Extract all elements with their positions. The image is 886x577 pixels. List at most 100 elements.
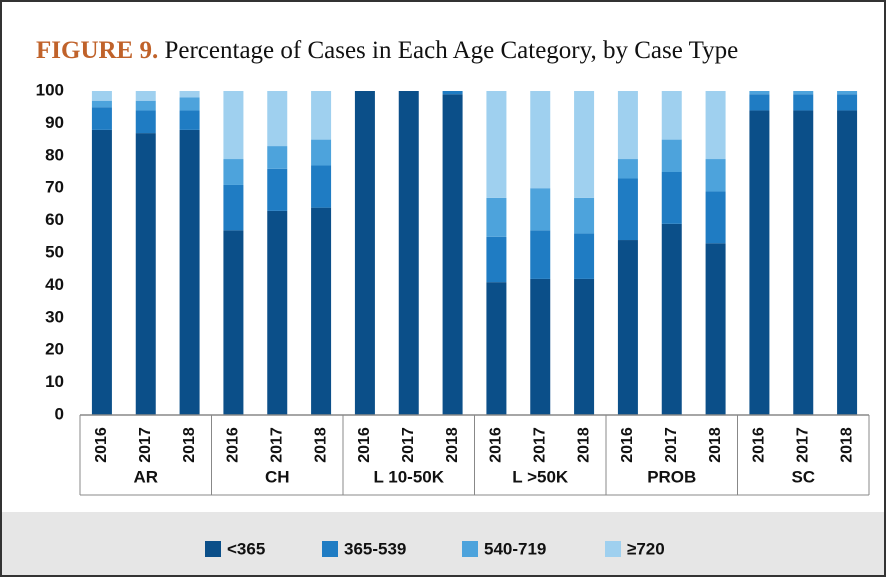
- bar-segment: [135, 100, 156, 111]
- legend-label: ≥720: [627, 539, 665, 558]
- x-tick-label: 2017: [137, 427, 154, 463]
- bar-segment: [223, 184, 244, 231]
- bar-segment: [267, 91, 288, 147]
- bar-segment: [179, 110, 200, 130]
- title-text: Percentage of Cases in Each Age Category…: [164, 37, 738, 64]
- x-tick-label: 2018: [444, 427, 461, 463]
- group-label: CH: [265, 467, 290, 486]
- bar-segment: [574, 233, 595, 279]
- bar-segment: [135, 110, 156, 134]
- bar-segment: [179, 97, 200, 111]
- bar-segment: [793, 94, 814, 111]
- y-tick-label: 0: [55, 404, 64, 423]
- x-tick-label: 2016: [356, 427, 373, 463]
- x-tick-label: 2018: [707, 427, 724, 463]
- bar-segment: [749, 110, 770, 415]
- x-tick-label: 2017: [400, 427, 417, 463]
- bar-segment: [617, 91, 638, 160]
- bar-segment: [354, 91, 375, 415]
- x-tick-label: 2016: [225, 427, 242, 463]
- group-label: SC: [791, 467, 815, 486]
- group-label: PROB: [647, 467, 696, 486]
- bar-segment: [530, 188, 551, 231]
- bar-segment: [617, 159, 638, 179]
- x-tick-label: 2018: [575, 427, 592, 463]
- bar-segment: [705, 91, 726, 160]
- group-label: L >50K: [512, 467, 569, 486]
- bar-segment: [837, 91, 858, 95]
- bar-segment: [749, 94, 770, 111]
- y-tick-label: 10: [45, 372, 64, 391]
- bar-segment: [486, 282, 507, 415]
- bar-segment: [793, 110, 814, 415]
- x-tick-label: 2017: [268, 427, 285, 463]
- y-tick-label: 50: [45, 242, 64, 261]
- bar-segment: [267, 168, 288, 211]
- x-tick-label: 2016: [488, 427, 505, 463]
- y-tick-label: 60: [45, 210, 64, 229]
- legend-swatch: [322, 541, 338, 557]
- bar-segment: [617, 178, 638, 241]
- y-tick-label: 20: [45, 340, 64, 359]
- x-tick-label: 2018: [838, 427, 855, 463]
- bar-segment: [179, 91, 200, 98]
- x-tick-label: 2017: [663, 427, 680, 463]
- group-label: AR: [133, 467, 158, 486]
- y-tick-label: 90: [45, 113, 64, 132]
- bar-segment: [574, 278, 595, 415]
- bar-segment: [267, 146, 288, 169]
- bar-segment: [223, 230, 244, 415]
- group-label: L 10-50K: [373, 467, 444, 486]
- bar-segment: [311, 207, 332, 415]
- bar-segment: [530, 278, 551, 415]
- x-tick-label: 2016: [619, 427, 636, 463]
- bar-segment: [311, 91, 332, 140]
- x-tick-label: 2016: [93, 427, 110, 463]
- bar-segment: [793, 91, 814, 95]
- x-tick-label: 2018: [312, 427, 329, 463]
- legend-band: [2, 512, 884, 575]
- bar-segment: [91, 100, 112, 108]
- bar-segment: [486, 236, 507, 283]
- bar-segment: [442, 94, 463, 416]
- y-tick-label: 40: [45, 275, 64, 294]
- bar-segment: [179, 129, 200, 415]
- bar-segment: [398, 91, 419, 415]
- legend-swatch: [462, 541, 478, 557]
- bar-segment: [91, 91, 112, 101]
- bar-segment: [661, 223, 682, 415]
- y-tick-label: 70: [45, 178, 64, 197]
- x-tick-label: 2016: [751, 427, 768, 463]
- bar-segment: [311, 165, 332, 208]
- bar-segment: [135, 91, 156, 101]
- legend-label: 365-539: [344, 539, 406, 558]
- legend-label: 540-719: [484, 539, 546, 558]
- bar-segment: [661, 91, 682, 140]
- x-tick-label: 2018: [181, 427, 198, 463]
- chart-title: FIGURE 9. Percentage of Cases in Each Ag…: [36, 37, 738, 64]
- bar-segment: [705, 191, 726, 244]
- bar-segment: [91, 129, 112, 415]
- x-tick-label: 2017: [531, 427, 548, 463]
- bar-segment: [661, 172, 682, 224]
- bar-segment: [530, 91, 551, 189]
- bar-segment: [91, 107, 112, 130]
- legend-swatch: [205, 541, 221, 557]
- bar-segment: [661, 139, 682, 172]
- bar-segment: [267, 210, 288, 415]
- bar-segment: [223, 159, 244, 185]
- legend-label: <365: [227, 539, 265, 558]
- y-tick-label: 80: [45, 145, 64, 164]
- legend-swatch: [605, 541, 621, 557]
- bar-segment: [530, 230, 551, 279]
- bar-segment: [574, 91, 595, 198]
- bar-segment: [223, 91, 244, 160]
- bar-segment: [442, 91, 463, 95]
- bar-segment: [705, 159, 726, 192]
- bar-segment: [574, 197, 595, 234]
- y-tick-label: 100: [36, 80, 64, 99]
- bar-segment: [749, 91, 770, 95]
- bar-segment: [837, 110, 858, 415]
- bar-segment: [705, 243, 726, 415]
